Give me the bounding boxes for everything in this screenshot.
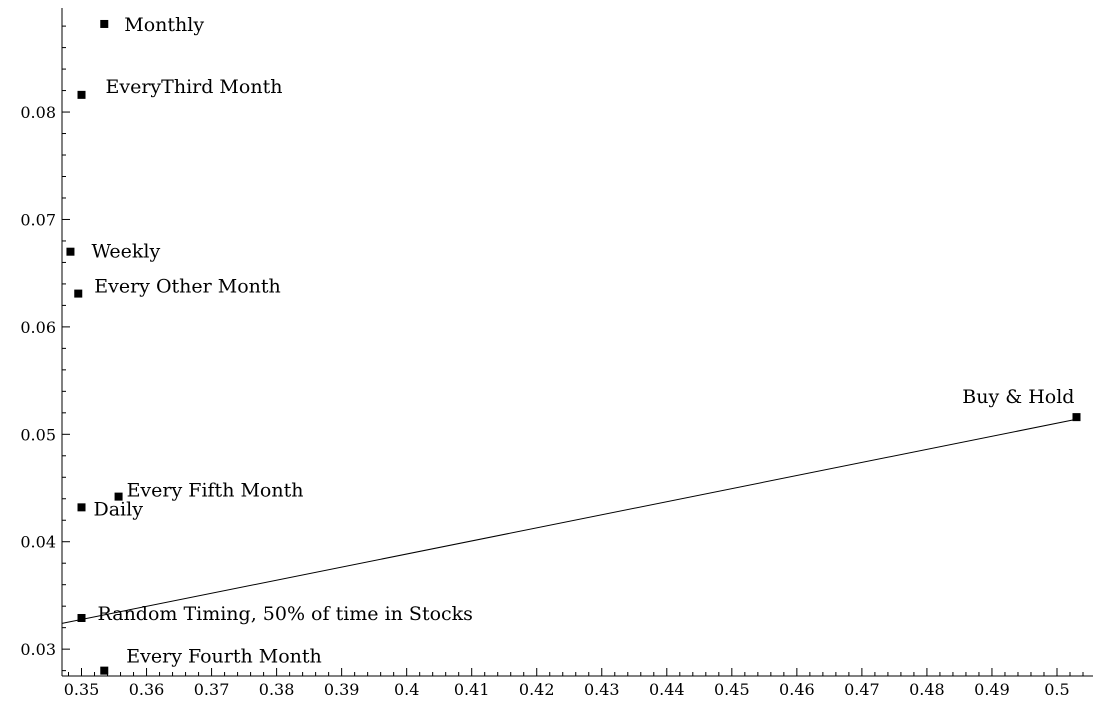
point-label: Every Fifth Month xyxy=(127,480,304,502)
data-point xyxy=(74,289,83,298)
x-tick-label: 0.36 xyxy=(129,680,165,699)
x-tick-label: 0.47 xyxy=(844,680,880,699)
data-point xyxy=(77,90,86,99)
y-tick-label: 0.06 xyxy=(20,318,56,337)
point-label: Every Other Month xyxy=(94,276,281,298)
data-point xyxy=(77,613,86,622)
point-label: Daily xyxy=(94,498,144,520)
y-tick-label: 0.08 xyxy=(20,103,56,122)
point-label: Every Fourth Month xyxy=(126,646,322,668)
data-point xyxy=(66,247,75,256)
data-point xyxy=(1072,413,1081,422)
x-tick-label: 0.45 xyxy=(714,680,750,699)
x-tick-label: 0.37 xyxy=(194,680,230,699)
point-label: Buy & Hold xyxy=(962,386,1074,408)
x-tick-label: 0.42 xyxy=(519,680,555,699)
trend-line-group xyxy=(61,418,1077,624)
x-tick-label: 0.44 xyxy=(649,680,685,699)
data-points: Monthly EveryThird Month Weekly Every Other… xyxy=(66,14,1081,675)
x-tick-label: 0.35 xyxy=(64,680,100,699)
axes: 0.35 0.36 0.37 0.38 0.39 0.4 0.41 0.42 0.43 0.44 0… xyxy=(20,8,1093,699)
data-point xyxy=(114,492,123,501)
x-tick-label: 0.4 xyxy=(394,680,419,699)
x-tick-label: 0.38 xyxy=(259,680,295,699)
data-point xyxy=(77,503,86,512)
point-label: Weekly xyxy=(91,241,160,263)
y-tick-label: 0.05 xyxy=(20,425,56,444)
x-tick-label: 0.39 xyxy=(324,680,360,699)
data-point xyxy=(100,666,109,675)
x-tick-label: 0.46 xyxy=(779,680,815,699)
point-label: Monthly xyxy=(124,14,204,36)
x-tick-label: 0.43 xyxy=(584,680,620,699)
point-label: Random Timing, 50% of time in Stocks xyxy=(98,603,473,625)
data-point xyxy=(100,19,109,28)
y-tick-label: 0.03 xyxy=(20,640,56,659)
x-tick-label: 0.48 xyxy=(909,680,945,699)
trend-line xyxy=(61,418,1077,624)
y-tick-label: 0.07 xyxy=(20,210,56,229)
x-tick-label: 0.5 xyxy=(1044,680,1069,699)
y-tick-label: 0.04 xyxy=(20,533,56,552)
point-label: EveryThird Month xyxy=(106,76,283,98)
x-tick-label: 0.41 xyxy=(454,680,490,699)
x-tick-label: 0.49 xyxy=(974,680,1010,699)
